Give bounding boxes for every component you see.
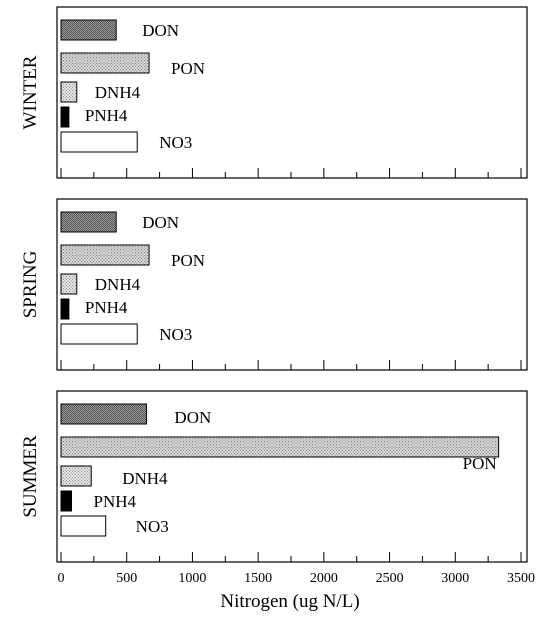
bar-don: [60, 211, 117, 233]
bar-dnh4: [60, 465, 92, 487]
panel-summer: SUMMER DON PON DNH4 PNH4 NO3: [20, 390, 528, 563]
bar-pnh4: [60, 106, 70, 128]
bar-label-pnh4: PNH4: [94, 492, 137, 511]
panel-winter: WINTER DON PON DNH4 PNH4 NO3: [20, 6, 528, 179]
bar-label-don: DON: [142, 213, 179, 232]
bar-pon: [60, 52, 150, 74]
x-tick-label: 2000: [310, 571, 338, 586]
bar-pon: [60, 436, 500, 458]
season-label: SUMMER: [20, 435, 41, 518]
bar-label-don: DON: [174, 408, 211, 427]
panel-spring: SPRING DON PON DNH4 PNH4 NO3: [20, 198, 528, 371]
x-tick-label: 2500: [376, 571, 404, 586]
bar-label-pnh4: PNH4: [85, 298, 128, 317]
x-tick-label: 1000: [178, 571, 206, 586]
bar-dnh4: [60, 81, 78, 103]
panel-frame: [56, 6, 528, 179]
bar-pnh4: [60, 490, 73, 512]
bar-label-pon: PON: [171, 251, 205, 270]
bar-label-no3: NO3: [159, 133, 192, 152]
x-tick-label: 500: [116, 571, 137, 586]
x-tick-label: 3500: [507, 571, 535, 586]
bar-label-no3: NO3: [159, 325, 192, 344]
bar-no3: [60, 131, 138, 153]
season-label: WINTER: [20, 55, 41, 129]
bar-label-dnh4: DNH4: [95, 83, 141, 102]
panel-frame: [56, 390, 528, 563]
bar-pon: [60, 244, 150, 266]
bar-label-dnh4: DNH4: [95, 275, 141, 294]
x-axis-label: Nitrogen (ug N/L): [220, 591, 359, 612]
bar-label-don: DON: [142, 21, 179, 40]
bar-label-pon: PON: [463, 454, 497, 473]
x-tick-label: 3000: [441, 571, 469, 586]
x-tick-label: 0: [58, 571, 65, 586]
bar-no3: [60, 323, 138, 345]
bar-label-pon: PON: [171, 59, 205, 78]
bar-no3: [60, 515, 107, 537]
bar-don: [60, 403, 147, 425]
bar-don: [60, 19, 117, 41]
bar-label-pnh4: PNH4: [85, 106, 128, 125]
bar-pnh4: [60, 298, 70, 320]
season-label: SPRING: [20, 250, 41, 318]
bar-label-no3: NO3: [136, 517, 169, 536]
bar-dnh4: [60, 273, 78, 295]
panel-frame: [56, 198, 528, 371]
bar-label-dnh4: DNH4: [122, 469, 168, 488]
x-tick-label: 1500: [244, 571, 272, 586]
